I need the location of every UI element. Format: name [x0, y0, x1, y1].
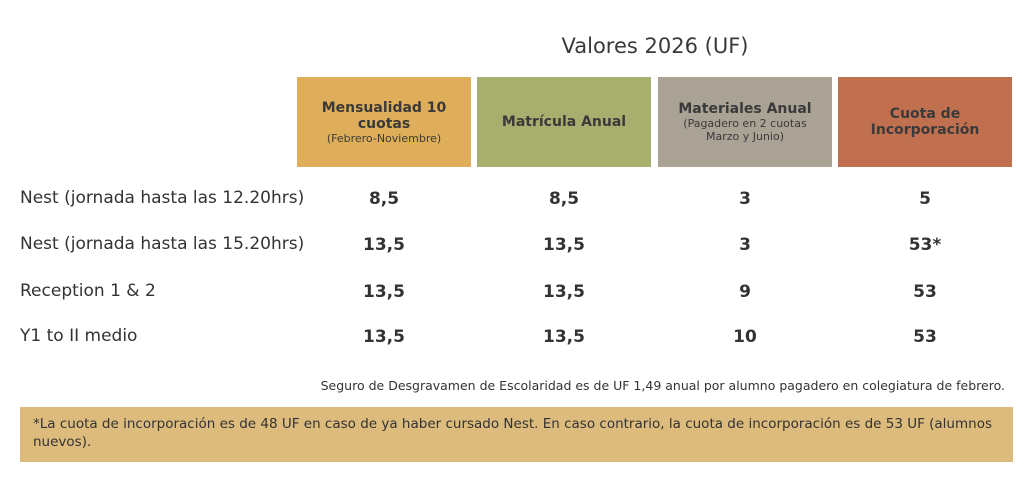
title: Valores 2026 (UF): [561, 34, 749, 58]
column-subtitle: (Pagadero en 2 cuotas Marzo y Junio): [683, 117, 807, 143]
cell-value: 3: [739, 189, 751, 209]
column-header: Mensualidad 10 cuotas (Febrero-Noviembre): [297, 77, 471, 167]
column-title: Mensualidad 10 cuotas: [321, 99, 447, 132]
cell-value: 53: [913, 282, 937, 302]
column-header: Matrícula Anual: [477, 77, 651, 167]
cell-value: 3: [739, 235, 751, 255]
cell-value: 13,5: [543, 282, 585, 302]
column-title: Matrícula Anual: [501, 114, 627, 130]
cell-value: 13,5: [363, 327, 405, 347]
cell-value: 13,5: [363, 282, 405, 302]
column-title: Materiales Anual: [678, 101, 812, 117]
cell-value: 53: [913, 327, 937, 347]
column-title: Cuota de Incorporación: [870, 106, 980, 138]
cell-value: 13,5: [543, 235, 585, 255]
insurance-note: Seguro de Desgravamen de Escolaridad es …: [320, 378, 1005, 393]
cell-value: 13,5: [543, 327, 585, 347]
column-subtitle: (Febrero-Noviembre): [326, 131, 442, 145]
row-label: Nest (jornada hasta las 12.20hrs): [20, 188, 305, 208]
row-label: Y1 to II medio: [20, 326, 138, 346]
cell-value: 9: [739, 282, 751, 302]
column-header: Cuota de Incorporación: [838, 77, 1012, 167]
column-header: Materiales Anual (Pagadero en 2 cuotas Ma…: [658, 77, 832, 167]
footnote: *La cuota de incorporación es de 48 UF e…: [20, 407, 1013, 462]
cell-value: 13,5: [363, 235, 405, 255]
row-label: Nest (jornada hasta las 15.20hrs): [20, 234, 305, 254]
cell-value: 53*: [908, 235, 942, 255]
cell-value: 10: [733, 327, 757, 347]
row-label: Reception 1 & 2: [20, 281, 156, 301]
cell-value: 8,5: [368, 189, 400, 209]
cell-value: 8,5: [548, 189, 580, 209]
cell-value: 5: [919, 189, 931, 209]
